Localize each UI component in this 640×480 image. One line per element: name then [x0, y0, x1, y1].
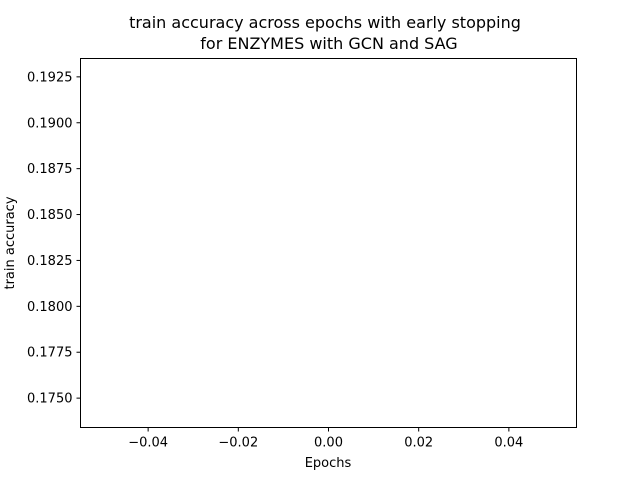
y-axis-label: train accuracy	[3, 196, 18, 289]
x-tick-label: −0.02	[218, 436, 258, 451]
y-tick-label: 0.1900	[27, 116, 73, 131]
y-tick-label: 0.1925	[27, 70, 73, 85]
x-axis-label: Epochs	[305, 456, 352, 471]
y-tick-label: 0.1850	[27, 208, 73, 223]
y-tick-label: 0.1875	[27, 162, 73, 177]
x-tick-label: 0.04	[494, 436, 523, 451]
y-axis: 0.1750 0.1775 0.1800 0.1825 0.1850 0.1875 0.19…	[27, 70, 81, 407]
x-tick-label: 0.02	[404, 436, 433, 451]
x-axis: −0.04 −0.02 0.00 0.02 0.04	[128, 427, 523, 451]
chart-title-line-1: train accuracy across epochs with early …	[129, 13, 521, 32]
y-tick-label: 0.1775	[27, 346, 73, 361]
y-tick-label: 0.1825	[27, 254, 73, 269]
y-tick-label: 0.1800	[27, 300, 73, 315]
chart-title-line-2: for ENZYMES with GCN and SAG	[200, 34, 457, 53]
x-tick-label: −0.04	[128, 436, 168, 451]
plot-area	[80, 58, 577, 428]
x-tick-label: 0.00	[314, 436, 343, 451]
y-tick-label: 0.1750	[27, 392, 73, 407]
